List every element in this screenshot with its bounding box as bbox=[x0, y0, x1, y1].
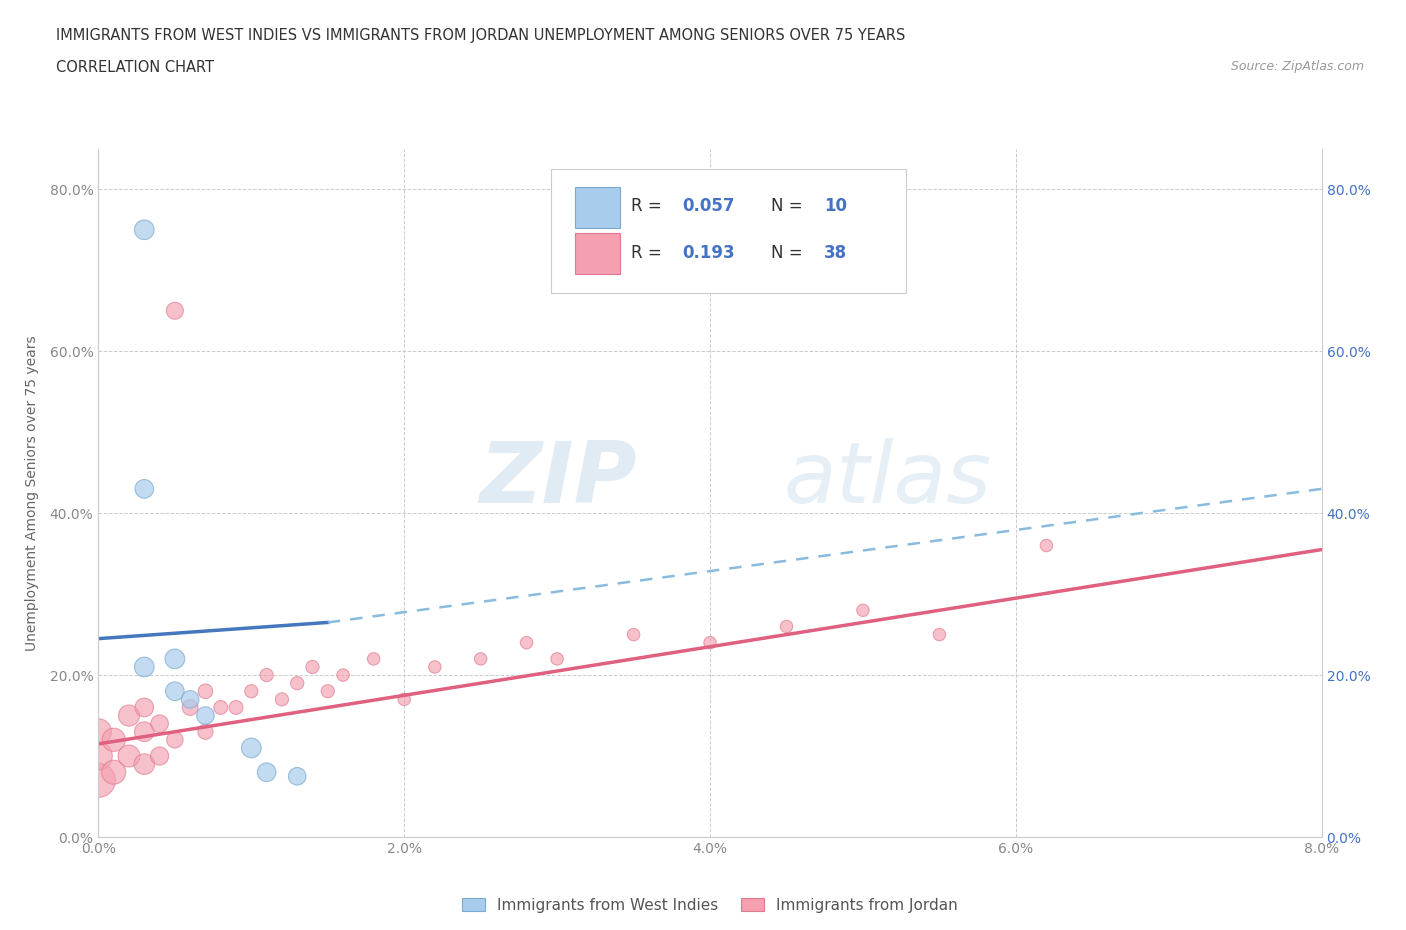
Y-axis label: Unemployment Among Seniors over 75 years: Unemployment Among Seniors over 75 years bbox=[24, 335, 38, 651]
Text: 0.057: 0.057 bbox=[682, 197, 734, 215]
Point bbox=[363, 651, 385, 666]
Point bbox=[149, 749, 172, 764]
Text: ZIP: ZIP bbox=[479, 438, 637, 521]
Text: R =: R = bbox=[630, 197, 666, 215]
Point bbox=[285, 769, 308, 784]
Text: CORRELATION CHART: CORRELATION CHART bbox=[56, 60, 214, 75]
Point bbox=[928, 627, 950, 642]
Point bbox=[775, 619, 797, 634]
Point bbox=[87, 749, 110, 764]
Point bbox=[163, 303, 186, 318]
Point bbox=[423, 659, 446, 674]
Point bbox=[194, 724, 217, 739]
Point bbox=[179, 700, 201, 715]
Point bbox=[163, 651, 186, 666]
Text: 10: 10 bbox=[824, 197, 846, 215]
Point bbox=[134, 222, 156, 237]
Point bbox=[194, 708, 217, 723]
FancyBboxPatch shape bbox=[575, 187, 620, 228]
Point bbox=[87, 773, 110, 788]
Text: atlas: atlas bbox=[783, 438, 991, 521]
Text: IMMIGRANTS FROM WEST INDIES VS IMMIGRANTS FROM JORDAN UNEMPLOYMENT AMONG SENIORS: IMMIGRANTS FROM WEST INDIES VS IMMIGRANT… bbox=[56, 28, 905, 43]
Point bbox=[301, 659, 323, 674]
Point bbox=[316, 684, 339, 698]
Point bbox=[1035, 538, 1057, 553]
Point bbox=[87, 724, 110, 739]
Point bbox=[852, 603, 875, 618]
Text: R =: R = bbox=[630, 245, 666, 262]
Point bbox=[285, 676, 308, 691]
Point bbox=[256, 668, 278, 683]
Point bbox=[470, 651, 492, 666]
Point bbox=[332, 668, 354, 683]
Point bbox=[118, 708, 141, 723]
Text: 38: 38 bbox=[824, 245, 846, 262]
Point bbox=[149, 716, 172, 731]
Point bbox=[134, 724, 156, 739]
Point bbox=[134, 700, 156, 715]
Point bbox=[179, 692, 201, 707]
Point bbox=[256, 764, 278, 779]
Text: Source: ZipAtlas.com: Source: ZipAtlas.com bbox=[1230, 60, 1364, 73]
Point bbox=[134, 482, 156, 497]
FancyBboxPatch shape bbox=[551, 169, 905, 293]
Text: N =: N = bbox=[772, 245, 808, 262]
Text: 0.193: 0.193 bbox=[682, 245, 734, 262]
Point bbox=[134, 757, 156, 772]
Point bbox=[240, 740, 263, 755]
Point bbox=[225, 700, 247, 715]
Point bbox=[699, 635, 721, 650]
Point bbox=[240, 684, 263, 698]
Point bbox=[103, 764, 125, 779]
Point bbox=[623, 627, 645, 642]
Point bbox=[103, 733, 125, 748]
Point bbox=[118, 749, 141, 764]
FancyBboxPatch shape bbox=[575, 233, 620, 274]
Point bbox=[134, 659, 156, 674]
Text: N =: N = bbox=[772, 197, 808, 215]
Point bbox=[194, 684, 217, 698]
Legend: Immigrants from West Indies, Immigrants from Jordan: Immigrants from West Indies, Immigrants … bbox=[456, 892, 965, 919]
Point bbox=[270, 692, 294, 707]
Point bbox=[516, 635, 538, 650]
Point bbox=[392, 692, 416, 707]
Point bbox=[163, 684, 186, 698]
Point bbox=[546, 651, 568, 666]
Point bbox=[163, 733, 186, 748]
Point bbox=[209, 700, 232, 715]
